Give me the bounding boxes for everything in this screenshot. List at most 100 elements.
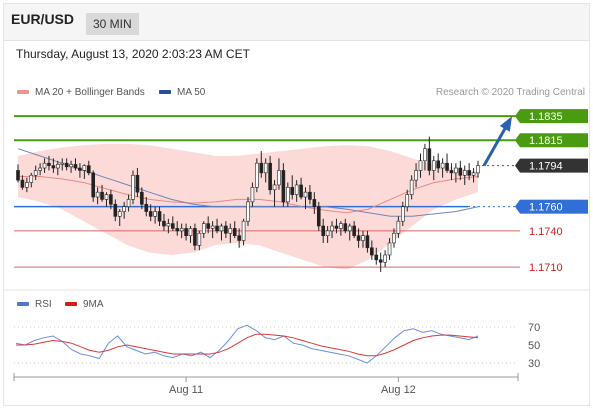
candle-body (431, 160, 436, 171)
candle-body (148, 211, 153, 217)
candle-body (370, 247, 374, 256)
candle-body (418, 160, 423, 171)
candle-body (409, 179, 414, 195)
candle-body (166, 223, 171, 227)
level-pointer-1.1794 (515, 158, 520, 173)
candle-body (188, 228, 193, 236)
candle-body (60, 162, 65, 165)
candle-body (47, 162, 51, 166)
candle-body (215, 225, 219, 232)
candle-body (69, 164, 73, 168)
candle-body (179, 228, 184, 232)
candle-body (232, 228, 237, 236)
forecast-arrow (482, 116, 512, 167)
candle-body (162, 220, 166, 227)
candle-body (374, 254, 379, 261)
candle-body (78, 167, 82, 171)
legend-label-9ma: 9MA (83, 299, 104, 310)
level-pointer-1.1815 (515, 133, 520, 148)
candle-body (29, 174, 34, 183)
candle-body (117, 211, 122, 217)
candle-body (445, 162, 449, 171)
candle-body (378, 259, 383, 263)
candle-body (20, 179, 25, 188)
instrument-symbol: EUR/USD (11, 11, 75, 27)
rsi-tick-50: 50 (528, 340, 540, 352)
candle-body (352, 225, 356, 236)
candle-body (201, 223, 206, 234)
candle-body (286, 187, 290, 203)
candle-body (73, 164, 78, 169)
candle-body (241, 220, 246, 241)
legend-label-rsi: RSI (35, 299, 52, 310)
timeframe-badge[interactable]: 30 MIN (86, 13, 139, 35)
legend-label-ma50: MA 50 (177, 87, 206, 98)
price-levels (14, 115, 520, 268)
rsi-ma-line (16, 333, 479, 357)
candle-body (113, 203, 118, 217)
candle-body (38, 167, 42, 171)
rsi-line (15, 324, 479, 364)
candle-body (184, 228, 188, 236)
level-label-1.1835: 1.1835 (529, 111, 563, 123)
candle-body (423, 148, 427, 162)
candle-body (255, 162, 259, 188)
candle-body (42, 162, 47, 169)
candle-body (228, 228, 233, 234)
level-label-1.1710: 1.1710 (529, 262, 563, 274)
timestamp: Thursday, August 13, 2020 2:03:23 AM CET (16, 47, 250, 61)
candle-body (135, 174, 140, 193)
legend-ma20-bb: MA 20 + Bollinger Bands (17, 87, 145, 98)
candle-body (427, 148, 432, 171)
candle-body (237, 235, 241, 241)
candle-body (16, 170, 20, 181)
chart-frame (3, 3, 590, 406)
x-tick-label: Aug 11 (169, 384, 203, 396)
candle-body (294, 184, 299, 195)
candle-body (414, 170, 418, 181)
candle-body (471, 172, 476, 176)
candle-body (210, 225, 215, 229)
candle-body (126, 199, 131, 207)
candle-body (440, 162, 445, 169)
candle-body (224, 225, 228, 234)
candle-body (122, 206, 126, 212)
candle-body (144, 203, 149, 212)
candle-body (91, 172, 95, 198)
candle-body (290, 187, 295, 195)
candle-body (325, 230, 330, 236)
candle-body (246, 201, 250, 222)
candlesticks (16, 136, 480, 272)
level-pointer-1.1835 (515, 109, 520, 124)
candle-body (250, 187, 255, 203)
candle-body (157, 211, 162, 222)
candle-body (361, 235, 365, 241)
rsi-tick-30: 30 (528, 358, 540, 370)
candle-body (383, 254, 387, 263)
candle-body (365, 235, 370, 249)
candle-body (153, 211, 157, 217)
candle-body (64, 162, 69, 168)
candle-body (171, 223, 175, 229)
rsi-tick-70: 70 (528, 322, 540, 334)
candle-body (197, 232, 202, 246)
rsi-panel: 70 50 30 (14, 322, 540, 370)
candle-body (316, 206, 321, 227)
candle-body (272, 184, 277, 191)
candle-body (193, 228, 197, 246)
candle-body (454, 167, 458, 174)
candle-body (308, 191, 312, 200)
candle-body (259, 162, 264, 174)
legend-swatch-ma50 (159, 90, 171, 95)
candle-body (330, 225, 334, 232)
level-pointer-1.1760 (515, 199, 520, 214)
candle-body (405, 194, 410, 207)
level-labels: 1.1835 1.1815 1.1794 1.1760 1.1740 1.1710 (515, 109, 588, 274)
candle-body (95, 191, 100, 198)
candle-body (462, 170, 467, 176)
level-label-1.1740: 1.1740 (529, 226, 563, 238)
candle-body (140, 191, 144, 205)
candle-body (449, 170, 454, 174)
